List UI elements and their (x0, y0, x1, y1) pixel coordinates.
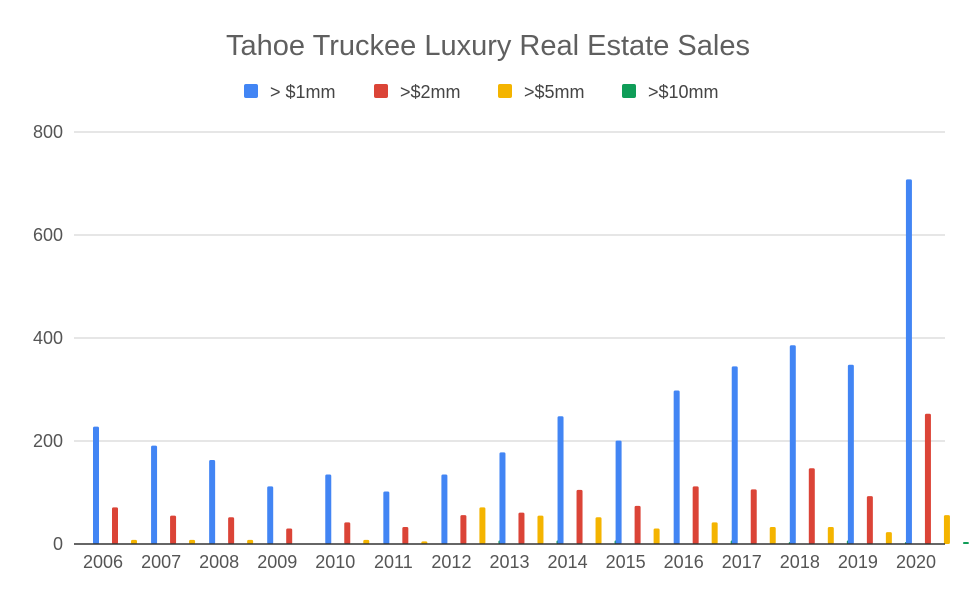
bars (93, 179, 969, 544)
x-tick-label: 2008 (199, 552, 239, 572)
bar-5mm-2014 (595, 517, 602, 544)
x-tick-label: 2017 (722, 552, 762, 572)
bar-2mm-2012 (460, 515, 467, 544)
bar-1mm-2006 (93, 426, 99, 544)
x-tick-label: 2011 (374, 552, 413, 572)
x-tick-label: 2018 (780, 552, 820, 572)
x-tick-label: 2015 (606, 552, 646, 572)
chart-title: Tahoe Truckee Luxury Real Estate Sales (226, 30, 750, 62)
x-tick-label: 2006 (83, 552, 123, 572)
bar-2mm-2017 (750, 489, 757, 544)
gridlines (74, 131, 945, 442)
bar-2mm-2016 (692, 486, 699, 544)
bar-1mm-2007 (151, 445, 158, 544)
bar-1mm-2009 (267, 486, 274, 544)
bar-2mm-2006 (112, 507, 118, 544)
bar-1mm-2020 (905, 179, 912, 544)
bar-2mm-2010 (344, 522, 351, 544)
legend-label: >$2mm (400, 82, 461, 102)
bar-2mm-2019 (866, 496, 873, 544)
y-axis-ticks: 0 200 400 600 800 (33, 122, 63, 554)
x-tick-label: 2010 (315, 552, 355, 572)
bar-1mm-2010 (325, 474, 332, 544)
bar-1mm-2008 (209, 460, 216, 544)
x-tick-label: 2013 (489, 552, 529, 572)
bar-2mm-2018 (808, 468, 815, 544)
bar-1mm-2012 (441, 474, 448, 544)
x-tick-label: 2019 (838, 552, 878, 572)
bar-1mm-2019 (847, 364, 854, 544)
bar-2mm-2011 (402, 527, 409, 544)
legend-swatch (498, 84, 512, 98)
bar-5mm-2008 (247, 539, 254, 544)
legend-swatch (374, 84, 388, 98)
bar-2mm-2007 (170, 515, 177, 544)
bar-5mm-2006 (131, 539, 137, 544)
y-tick-label: 0 (53, 534, 63, 554)
y-tick-label: 800 (33, 122, 63, 142)
legend-swatch (622, 84, 636, 98)
bar-1mm-2018 (789, 345, 796, 544)
y-tick-label: 400 (33, 328, 63, 348)
x-tick-label: 2012 (431, 552, 471, 572)
x-tick-label: 2014 (548, 552, 588, 572)
x-tick-label: 2009 (257, 552, 297, 572)
x-tick-label: 2020 (896, 552, 936, 572)
bar-1mm-2016 (673, 390, 680, 544)
x-tick-label: 2007 (141, 552, 181, 572)
bar-5mm-2013 (537, 515, 544, 544)
bar-5mm-2007 (189, 539, 196, 544)
x-axis-ticks: 2006 2007 2008 2009 2010 2011 2012 2013 2014 2015… (83, 552, 936, 572)
bar-1mm-2013 (499, 452, 506, 544)
bar-5mm-2015 (653, 528, 660, 544)
bar-2mm-2020 (924, 413, 931, 544)
bar-5mm-2018 (827, 527, 834, 544)
bar-5mm-2016 (711, 522, 718, 544)
bar-1mm-2015 (615, 440, 622, 544)
bar-1mm-2017 (731, 366, 738, 544)
bar-5mm-2017 (769, 527, 776, 544)
bar-1mm-2011 (383, 491, 390, 544)
bar-10mm-2020 (962, 541, 969, 544)
bar-1mm-2014 (557, 416, 564, 544)
bar-2mm-2015 (634, 505, 641, 544)
legend-swatch (244, 84, 258, 98)
x-tick-label: 2016 (664, 552, 704, 572)
legend: > $1mm >$2mm >$5mm >$10mm (244, 82, 719, 102)
bar-2mm-2008 (228, 517, 235, 544)
y-tick-label: 200 (33, 431, 63, 451)
legend-label: > $1mm (270, 82, 336, 102)
legend-label: >$10mm (648, 82, 719, 102)
bar-5mm-2012 (479, 507, 486, 544)
y-tick-label: 600 (33, 225, 63, 245)
legend-label: >$5mm (524, 82, 585, 102)
bar-5mm-2020 (943, 515, 950, 544)
bar-5mm-2019 (885, 532, 892, 544)
bar-2mm-2013 (518, 512, 525, 544)
bar-2mm-2009 (286, 528, 293, 544)
bar-5mm-2010 (363, 539, 370, 544)
bar-2mm-2014 (576, 489, 583, 544)
